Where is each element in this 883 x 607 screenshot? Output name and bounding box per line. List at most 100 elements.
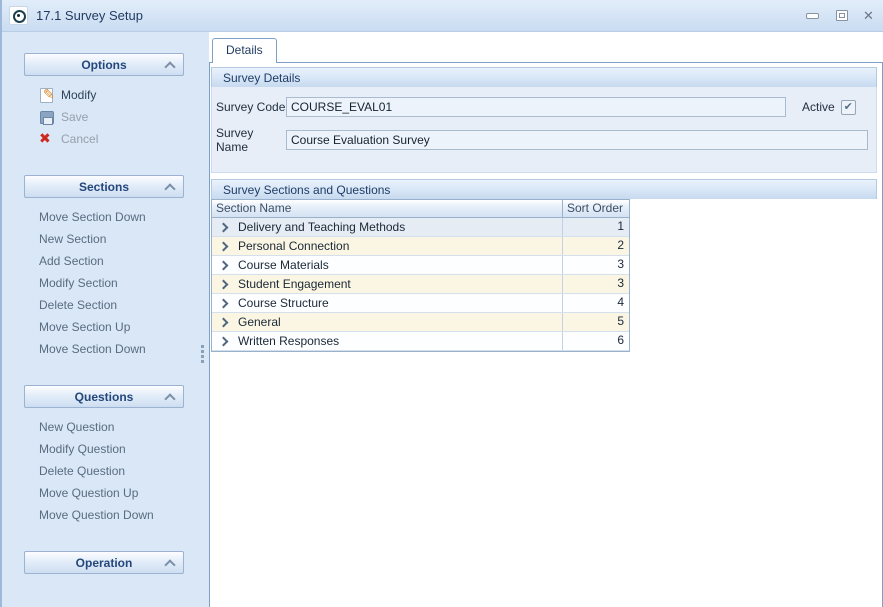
survey-details-content: Survey Code Active ✔ Survey Name [211,87,877,173]
survey-details-group-header: Survey Details [211,67,877,87]
section-name-text: Personal Connection [238,238,350,253]
section-name-text: General [238,314,281,329]
sidebar-item-label: New Section [39,232,107,246]
panel-header-questions[interactable]: Questions [24,385,184,408]
section-name-text: Student Engagement [238,276,351,291]
expand-row-icon[interactable] [218,241,229,251]
minimize-button[interactable] [797,5,827,27]
close-icon: ✕ [863,7,874,23]
splitter-grip-icon [201,345,204,365]
panel-header-operation[interactable]: Operation [24,551,184,574]
sort-order-cell: 4 [562,294,629,312]
expand-row-icon[interactable] [218,317,229,327]
table-row[interactable]: Course Structure 4 [212,294,629,313]
active-checkbox[interactable]: ✔ [840,99,856,115]
app-icon [9,6,28,25]
survey-code-label: Survey Code [216,100,286,114]
panel-title: Options [81,57,127,72]
survey-name-label: Survey Name [216,126,254,154]
sidebar-item-move-section-down[interactable]: Move Section Down [2,206,198,228]
sidebar-item-save[interactable]: Save [2,106,198,128]
active-label: Active [802,100,835,114]
maximize-button[interactable] [827,5,857,27]
main-area: Details Survey Details Survey Code Activ… [209,32,883,607]
panel-questions: Questions New Question Modify Question Del… [2,385,198,536]
panel-options: Options Modify Save Cancel [2,53,198,160]
sidebar-item-label: Add Section [39,254,104,268]
tab-details[interactable]: Details [212,38,277,63]
window-controls: ✕ [797,0,881,31]
window-title: 17.1 Survey Setup [36,8,143,23]
sidebar-item-label: Cancel [61,132,99,146]
sidebar-item-new-section[interactable]: New Section [2,228,198,250]
sidebar-item-modify-question[interactable]: Modify Question [2,438,198,460]
survey-code-input[interactable] [286,97,786,117]
table-row[interactable]: Delivery and Teaching Methods 1 [212,218,629,237]
questions-items: New Question Modify Question Delete Questi… [2,408,198,536]
table-row[interactable]: Written Responses 6 [212,332,629,351]
grid-body: Delivery and Teaching Methods 1 Personal C… [212,218,629,351]
sidebar-splitter[interactable] [198,32,209,607]
sections-group-header: Survey Sections and Questions [211,179,877,199]
table-row[interactable]: Student Engagement 3 [212,275,629,294]
section-name-cell: Delivery and Teaching Methods [212,218,562,236]
section-name-cell: Student Engagement [212,275,562,293]
sidebar-item-label: Move Question Up [39,486,139,500]
expand-row-icon[interactable] [218,298,229,308]
sidebar-item-label: Modify [61,88,97,102]
table-row[interactable]: Course Materials 3 [212,256,629,275]
expand-row-icon[interactable] [218,260,229,270]
section-name-cell: General [212,313,562,331]
grid-header-row: Section Name Sort Order [212,199,629,218]
sidebar-item-cancel[interactable]: Cancel [2,128,198,150]
sidebar-item-modify[interactable]: Modify [2,84,198,106]
minimize-icon [805,12,819,19]
section-name-text: Written Responses [238,333,340,348]
panel-header-options[interactable]: Options [24,53,184,76]
sort-order-cell: 1 [562,218,629,236]
expand-row-icon[interactable] [218,336,229,346]
save-icon [39,109,55,125]
sidebar-item-delete-section[interactable]: Delete Section [2,294,198,316]
details-tab-page: Survey Details Survey Code Active ✔ Surv… [209,62,883,607]
cancel-icon [39,130,55,147]
sidebar-item-label: Move Section Down [39,210,146,224]
sort-order-cell: 3 [562,256,629,274]
close-button[interactable]: ✕ [857,5,881,27]
expand-row-icon[interactable] [218,279,229,289]
sidebar-item-delete-question[interactable]: Delete Question [2,460,198,482]
sections-items: Move Section Down New Section Add Section M… [2,198,198,370]
section-name-cell: Course Materials [212,256,562,274]
sort-order-cell: 3 [562,275,629,293]
section-name-text: Course Structure [238,295,329,310]
sidebar-item-label: Save [61,110,89,124]
sidebar-item-label: Delete Question [39,464,126,478]
options-items: Modify Save Cancel [2,76,198,160]
titlebar[interactable]: 17.1 Survey Setup ✕ [2,0,883,32]
sort-order-cell: 5 [562,313,629,331]
table-row[interactable]: Personal Connection 2 [212,237,629,256]
sidebar-item-new-question[interactable]: New Question [2,416,198,438]
survey-name-input[interactable] [286,130,868,150]
panel-header-sections[interactable]: Sections [24,175,184,198]
table-row[interactable]: General 5 [212,313,629,332]
sidebar-item-add-section[interactable]: Add Section [2,250,198,272]
edit-icon [39,87,55,103]
sidebar-item-label: Delete Section [39,298,118,312]
panel-sections: Sections Move Section Down New Section Add… [2,175,198,370]
check-icon: ✔ [843,100,853,113]
panel-operation: Operation [2,551,198,592]
sidebar-item-modify-section[interactable]: Modify Section [2,272,198,294]
expand-row-icon[interactable] [218,222,229,232]
operation-items [2,574,198,592]
sidebar-item-label: Move Question Down [39,508,154,522]
sidebar-item-move-section-up[interactable]: Move Section Up [2,316,198,338]
sidebar-item-move-question-up[interactable]: Move Question Up [2,482,198,504]
sidebar-item-move-section-down[interactable]: Move Section Down [2,338,198,360]
sidebar-item-move-question-down[interactable]: Move Question Down [2,504,198,526]
section-name-cell: Course Structure [212,294,562,312]
column-header-sort-order[interactable]: Sort Order [562,200,629,217]
maximize-icon [836,10,848,21]
column-header-section-name[interactable]: Section Name [216,201,292,215]
